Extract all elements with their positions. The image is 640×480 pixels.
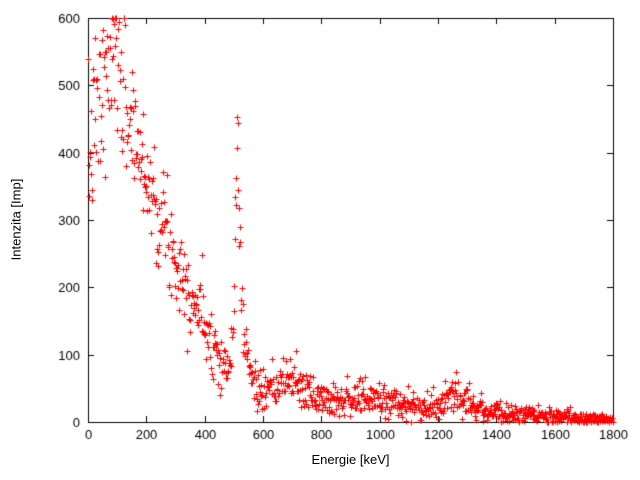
- x-axis-title: Energie [keV]: [311, 452, 390, 467]
- y-axis-title: Intenzita [Imp]: [8, 178, 24, 261]
